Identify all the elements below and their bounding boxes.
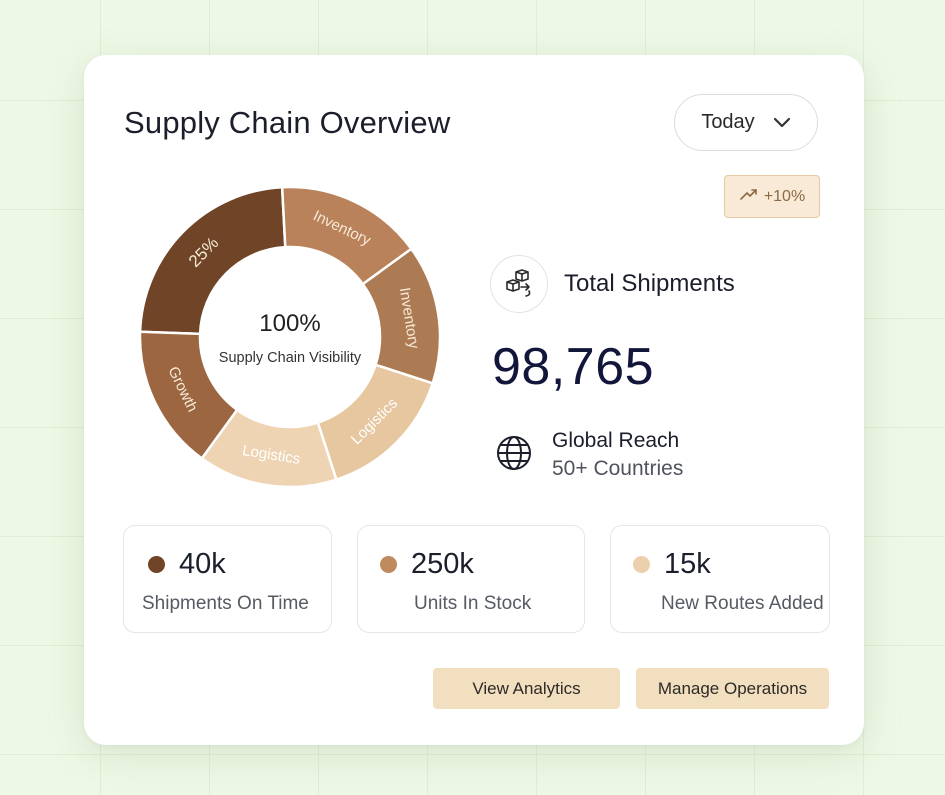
stat-card-new-routes: 15k New Routes Added	[610, 525, 830, 633]
supply-chain-donut: 25%InventoryInventoryLogisticsLogisticsG…	[138, 185, 442, 489]
page-title: Supply Chain Overview	[124, 105, 451, 140]
legend-dot	[148, 556, 165, 573]
global-reach-subtitle: 50+ Countries	[552, 457, 684, 480]
stat-card-units-in-stock: 250k Units In Stock	[357, 525, 585, 633]
stat-card-shipments-on-time: 40k Shipments On Time	[123, 525, 332, 633]
stat-value: 15k	[664, 548, 711, 580]
manage-operations-button[interactable]: Manage Operations	[636, 668, 829, 709]
global-reach-text: Global Reach 50+ Countries	[552, 427, 683, 483]
donut-segment	[138, 185, 287, 336]
supply-chain-card: Supply Chain Overview Today +10% 25% Inve…	[84, 55, 864, 745]
globe-icon	[494, 433, 534, 478]
stat-value: 250k	[411, 548, 474, 580]
trend-badge: +10%	[724, 175, 820, 218]
stat-label: Shipments On Time	[142, 593, 309, 614]
stat-label: Units In Stock	[414, 593, 532, 614]
total-shipments-value: 98,765	[492, 338, 655, 396]
trend-value: +10%	[763, 187, 806, 205]
trending-up-icon	[739, 187, 759, 206]
stat-value: 40k	[179, 548, 226, 580]
legend-dot	[633, 556, 650, 573]
date-range-value: Today	[701, 111, 755, 133]
total-shipments-label: Total Shipments	[564, 270, 735, 297]
global-reach-title: Global Reach	[552, 429, 680, 452]
view-analytics-button[interactable]: View Analytics	[433, 668, 620, 709]
donut-segment	[138, 330, 239, 461]
donut-center-label: Supply Chain Visibility	[219, 350, 362, 366]
global-reach: Global Reach 50+ Countries	[494, 427, 683, 483]
chevron-down-icon	[773, 117, 791, 129]
date-range-dropdown[interactable]: Today	[674, 94, 818, 151]
total-shipments-header: Total Shipments	[490, 255, 735, 313]
donut-center-value: 100%	[259, 310, 320, 337]
legend-dot	[380, 556, 397, 573]
boxes-icon	[490, 255, 548, 313]
stat-label: New Routes Added	[661, 593, 824, 614]
